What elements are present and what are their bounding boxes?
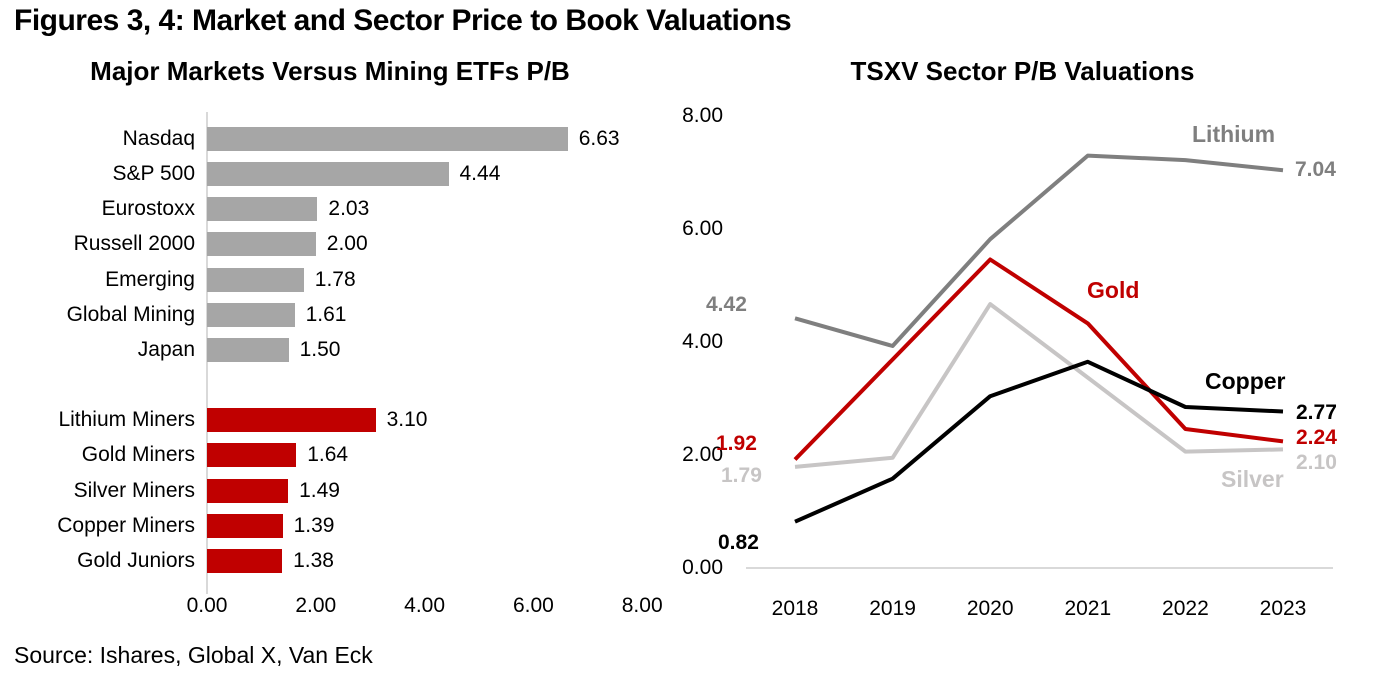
line-x-tick-label: 2023 bbox=[1259, 597, 1307, 620]
bar-x-tick-label: 4.00 bbox=[404, 594, 446, 617]
bar-category-label: Lithium Miners bbox=[58, 408, 195, 432]
line-x-tick-label: 2019 bbox=[869, 597, 916, 620]
bar bbox=[207, 127, 568, 151]
bar bbox=[207, 302, 295, 327]
bar-value-label: 3.10 bbox=[386, 408, 428, 432]
series-end-value-silver: 2.10 bbox=[1296, 451, 1337, 474]
series-line-gold bbox=[793, 257, 1284, 461]
bar bbox=[207, 232, 316, 257]
series-line-silver bbox=[794, 302, 1284, 469]
line-y-tick-label: 0.00 bbox=[682, 556, 723, 579]
series-label-copper: Copper bbox=[1205, 368, 1286, 394]
bar bbox=[207, 267, 304, 292]
bar-value-label: 2.03 bbox=[328, 197, 370, 221]
bar-category-label: Global Mining bbox=[66, 302, 195, 326]
bar-category-label: Emerging bbox=[105, 267, 195, 291]
bar-category-label: Gold Miners bbox=[81, 443, 195, 467]
bar bbox=[207, 443, 297, 468]
bar-category-label: Russell 2000 bbox=[73, 232, 195, 256]
line-x-tick-label: 2018 bbox=[771, 597, 819, 620]
bar bbox=[207, 408, 376, 433]
bar-x-tick-label: 2.00 bbox=[295, 594, 337, 617]
bar-value-label: 6.63 bbox=[578, 127, 620, 150]
line-y-tick-label: 8.00 bbox=[682, 104, 723, 127]
bar-category-label: Copper Miners bbox=[57, 513, 195, 537]
line-y-tick-label: 2.00 bbox=[682, 443, 723, 466]
line-x-tick-label: 2020 bbox=[966, 597, 1014, 620]
bar-value-label: 1.64 bbox=[307, 443, 349, 467]
series-start-value-lithium: 4.42 bbox=[706, 293, 747, 316]
series-label-gold: Gold bbox=[1087, 277, 1140, 303]
bar-x-tick-label: 6.00 bbox=[512, 594, 554, 617]
bar bbox=[207, 548, 283, 573]
line-y-tick-label: 6.00 bbox=[682, 217, 723, 240]
line-x-tick-label: 2022 bbox=[1162, 597, 1209, 620]
bar-value-label: 4.44 bbox=[459, 162, 501, 186]
line-x-tick-label: 2021 bbox=[1064, 597, 1112, 620]
bar bbox=[207, 513, 283, 538]
bar-chart-title: Major Markets Versus Mining ETFs P/B bbox=[90, 56, 570, 86]
line-chart-title: TSXV Sector P/B Valuations bbox=[850, 56, 1195, 86]
bar-value-label: 1.50 bbox=[299, 337, 341, 361]
bar-category-label: Nasdaq bbox=[122, 127, 195, 150]
series-end-value-gold: 2.24 bbox=[1296, 426, 1337, 449]
bar-value-label: 1.39 bbox=[293, 513, 335, 537]
series-start-value-gold: 1.92 bbox=[716, 432, 757, 455]
bar-category-label: Silver Miners bbox=[73, 478, 195, 502]
bar-value-label: 1.78 bbox=[314, 267, 356, 291]
line-y-tick-label: 4.00 bbox=[682, 330, 723, 353]
series-start-value-silver: 1.79 bbox=[721, 464, 762, 487]
bar-value-label: 2.00 bbox=[326, 232, 368, 256]
series-end-value-copper: 2.77 bbox=[1296, 401, 1337, 424]
series-start-value-copper: 0.82 bbox=[718, 531, 759, 554]
bar bbox=[207, 197, 318, 222]
series-label-silver: Silver bbox=[1221, 466, 1284, 492]
bar-category-label: Japan bbox=[137, 337, 195, 361]
bar bbox=[207, 478, 289, 503]
bar-value-label: 1.49 bbox=[299, 478, 340, 502]
bar-value-label: 1.61 bbox=[305, 302, 347, 326]
bar-category-label: Eurostoxx bbox=[101, 197, 195, 221]
bar-x-tick-label: 0.00 bbox=[186, 594, 228, 617]
bar-category-label: Gold Juniors bbox=[77, 548, 195, 572]
line-chart-plot-area bbox=[746, 153, 1333, 569]
bar-x-tick-label: 8.00 bbox=[621, 594, 663, 617]
figure-title: Figures 3, 4: Market and Sector Price to… bbox=[14, 4, 792, 37]
source-note: Source: Ishares, Global X, Van Eck bbox=[14, 642, 373, 668]
series-line-copper bbox=[794, 359, 1284, 524]
bar-value-label: 1.38 bbox=[293, 548, 334, 572]
bar bbox=[207, 337, 289, 362]
series-end-value-lithium: 7.04 bbox=[1295, 158, 1336, 181]
series-label-lithium: Lithium bbox=[1192, 121, 1276, 147]
bar-category-label: S&P 500 bbox=[112, 162, 195, 186]
series-line-lithium bbox=[794, 153, 1284, 348]
bar bbox=[207, 162, 449, 187]
